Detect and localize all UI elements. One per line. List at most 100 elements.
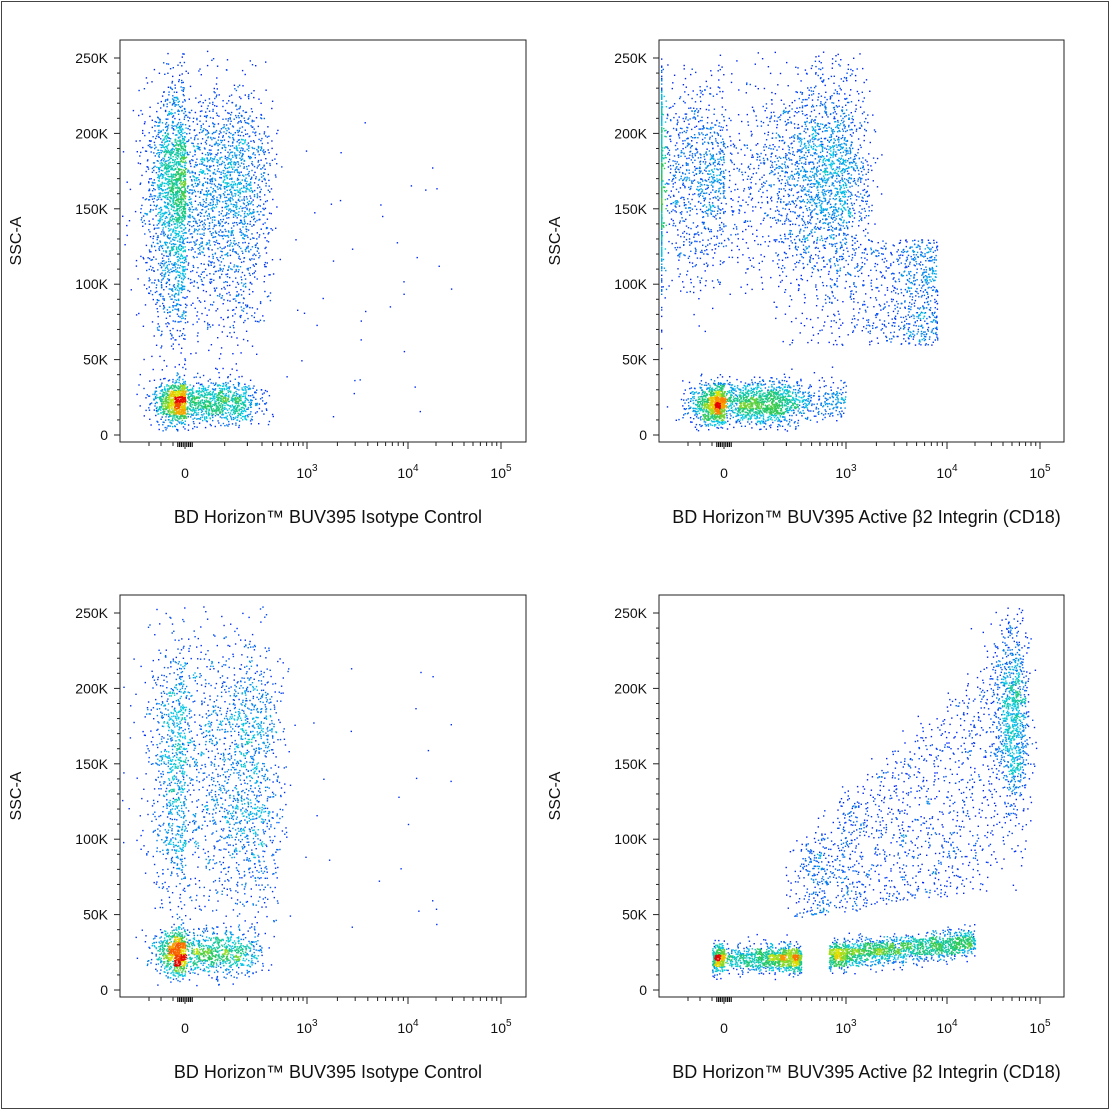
event-dot	[160, 379, 161, 380]
event-dot	[252, 164, 253, 165]
event-dot	[206, 211, 207, 212]
event-dot	[241, 387, 242, 388]
event-dot	[139, 140, 140, 141]
event-dot	[264, 403, 265, 404]
event-dot	[165, 111, 166, 112]
event-dot	[185, 216, 186, 217]
event-dot	[166, 402, 167, 403]
event-dot	[212, 109, 213, 110]
event-dot	[166, 138, 167, 139]
event-dot	[158, 199, 159, 200]
event-dot	[152, 218, 153, 219]
event-dot	[148, 145, 149, 146]
event-dot	[193, 413, 194, 414]
event-dot	[174, 415, 175, 416]
event-dot	[122, 216, 123, 217]
event-dot	[205, 154, 206, 155]
event-dot	[219, 384, 220, 385]
event-dot	[180, 273, 181, 274]
event-dot	[180, 395, 181, 396]
event-dot	[188, 199, 189, 200]
event-dot	[168, 181, 169, 182]
event-dot	[250, 125, 251, 126]
event-dot	[251, 170, 252, 171]
event-dot	[161, 189, 162, 190]
event-dot	[183, 402, 184, 403]
plot-area	[120, 40, 526, 442]
event-dot	[213, 204, 214, 205]
event-dot	[197, 267, 198, 268]
event-dot	[174, 418, 175, 419]
event-dot	[213, 241, 214, 242]
event-dot	[184, 404, 185, 405]
event-dot	[215, 190, 216, 191]
event-dot	[176, 397, 177, 398]
event-dot	[161, 159, 162, 160]
event-dot	[174, 197, 175, 198]
event-dot	[140, 208, 141, 209]
event-dot	[169, 409, 170, 410]
event-dot	[270, 165, 271, 166]
event-dot	[229, 153, 230, 154]
event-dot	[207, 406, 208, 407]
event-dot	[261, 189, 262, 190]
event-dot	[189, 133, 190, 134]
event-dot	[257, 411, 258, 412]
event-dot	[178, 145, 179, 146]
event-dot	[232, 398, 233, 399]
event-dot	[175, 393, 176, 394]
event-dot	[160, 396, 161, 397]
event-dot	[149, 196, 150, 197]
event-dot	[254, 182, 255, 183]
event-dot	[153, 170, 154, 171]
event-dot	[184, 162, 185, 163]
event-dot	[198, 394, 199, 395]
event-dot	[222, 411, 223, 412]
event-dot	[176, 402, 177, 403]
event-dot	[247, 415, 248, 416]
event-dot	[173, 166, 174, 167]
event-dot	[143, 258, 144, 259]
event-dot	[268, 136, 269, 137]
event-dot	[195, 408, 196, 409]
event-dot	[146, 77, 147, 78]
event-dot	[222, 404, 223, 405]
event-dot	[238, 385, 239, 386]
event-dot	[232, 405, 233, 406]
event-dot	[226, 395, 227, 396]
event-dot	[208, 190, 209, 191]
event-dot	[238, 140, 239, 141]
event-dot	[224, 407, 225, 408]
event-dot	[157, 235, 158, 236]
event-dot	[202, 138, 203, 139]
event-dot	[217, 406, 218, 407]
event-dot	[176, 206, 177, 207]
event-dot	[241, 411, 242, 412]
event-dot	[167, 395, 168, 396]
event-dot	[156, 410, 157, 411]
event-dot	[189, 112, 190, 113]
event-dot	[223, 383, 224, 384]
event-dot	[250, 221, 251, 222]
event-dot	[167, 242, 168, 243]
event-dot	[154, 198, 155, 199]
event-dot	[253, 174, 254, 175]
event-dot	[195, 412, 196, 413]
event-dot	[203, 404, 204, 405]
event-dot	[180, 385, 181, 386]
event-dot	[243, 198, 244, 199]
event-dot	[169, 402, 170, 403]
event-dot	[237, 122, 238, 123]
event-dot	[158, 174, 159, 175]
event-dot	[171, 233, 172, 234]
event-dot	[177, 408, 178, 409]
event-dot	[231, 194, 232, 195]
event-dot	[174, 204, 175, 205]
event-dot	[152, 136, 153, 137]
event-dot	[214, 389, 215, 390]
event-dot	[160, 214, 161, 215]
event-dot	[195, 150, 196, 151]
event-dot	[159, 398, 160, 399]
event-dot	[174, 382, 175, 383]
event-dot	[191, 226, 192, 227]
